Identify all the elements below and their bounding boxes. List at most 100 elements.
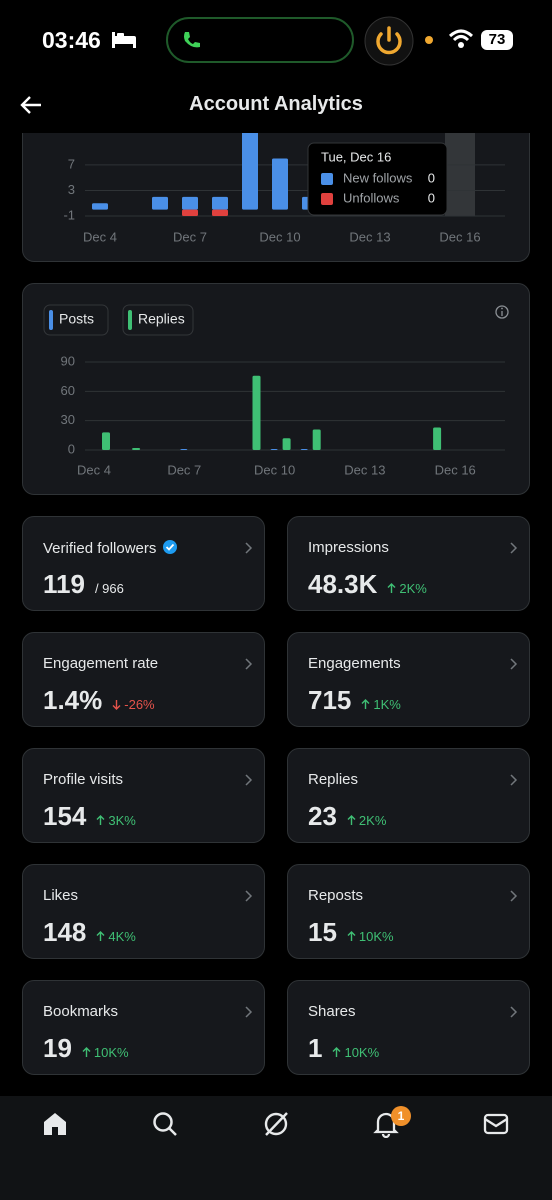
y-tick-label: 30 [61, 412, 75, 427]
search-tab[interactable] [151, 1110, 179, 1138]
follows-chart: -1 3 7 Dec 4 Dec 7 Dec 10 Dec 13 Dec 16 Tue, Dec… [63, 100, 505, 244]
metric-card[interactable]: Verified followers 119 / 966 [22, 516, 265, 611]
metric-value: 715 1K% [308, 685, 401, 716]
metric-change: -26% [112, 697, 155, 712]
metric-card[interactable]: Reposts 15 10K% [287, 864, 530, 959]
sleep-icon [112, 32, 136, 48]
chevron [245, 890, 253, 902]
x-tick-label: Dec 16 [435, 462, 476, 477]
arrow-up [82, 1047, 91, 1057]
y-tick-label: 60 [61, 383, 75, 398]
privacy-dot [425, 36, 433, 44]
tooltip-series: New follows [343, 170, 413, 185]
metric-card[interactable]: Engagements 715 1K% [287, 632, 530, 727]
bar [132, 448, 141, 450]
metric-value: 15 10K% [308, 917, 394, 948]
arrow-down [112, 700, 121, 710]
back-button[interactable] [19, 93, 43, 117]
power-icon [364, 16, 414, 66]
metric-label: Replies [308, 771, 359, 788]
metric-label: Reposts [308, 887, 364, 904]
metric-label: Profile visits [43, 771, 124, 788]
chevron [245, 1006, 253, 1018]
legend-chip [43, 304, 109, 336]
bar [312, 429, 321, 450]
legend-swatch [49, 310, 53, 330]
metric-change: 10K% [347, 929, 394, 944]
bar [182, 196, 198, 210]
metric-card[interactable]: Likes 148 4K% [22, 864, 265, 959]
chevron-path [245, 1006, 253, 1018]
bar [182, 209, 198, 216]
wifi-icon [448, 29, 474, 48]
grok-tab[interactable] [262, 1110, 290, 1138]
chevron-path [510, 542, 518, 554]
bar [300, 449, 308, 450]
chevron-path [510, 774, 518, 786]
metric-change-text: 2K% [399, 581, 427, 596]
metric-change-text: 2K% [358, 813, 387, 828]
messages-tab[interactable] [482, 1110, 510, 1138]
x-tick-label: Dec 10 [259, 229, 300, 244]
chevron-path [245, 890, 253, 902]
legend-swatch [128, 310, 132, 330]
chevron [510, 1006, 518, 1018]
y-tick-label: 0 [68, 441, 75, 456]
arrow-up [347, 815, 356, 825]
page-title: Account Analytics [189, 93, 363, 115]
arrow-up [96, 815, 105, 825]
metric-number: 23 [308, 801, 337, 831]
arrow-up [387, 583, 396, 593]
bar [270, 449, 278, 450]
metric-number: 148 [43, 917, 87, 947]
y-tick-label: 90 [61, 353, 75, 368]
metric-card[interactable]: Bookmarks 19 10K% [22, 980, 265, 1075]
metric-value: 1.4% -26% [43, 685, 155, 716]
metric-change-text: 10K% [93, 1045, 129, 1060]
bar [212, 209, 228, 216]
info-icon[interactable] [495, 305, 509, 319]
dynamic-island [166, 17, 354, 63]
metric-card[interactable]: Shares 1 10K% [287, 980, 530, 1075]
metric-change-text: -26% [124, 697, 155, 712]
notifications-tab[interactable] [372, 1110, 400, 1138]
metric-value: 19 10K% [43, 1033, 129, 1064]
arrow-path [96, 815, 105, 825]
metric-card[interactable]: Engagement rate 1.4% -26% [22, 632, 265, 727]
arrow-path [347, 931, 356, 941]
bar [252, 375, 261, 450]
x-tick-label: Dec 7 [173, 229, 207, 244]
chevron-path [245, 658, 253, 670]
metric-card[interactable]: Replies 23 2K% [287, 748, 530, 843]
bar [180, 449, 188, 450]
badge-circle [163, 540, 178, 554]
metric-label: Verified followers [43, 539, 178, 557]
tooltip-swatch [321, 193, 333, 205]
nav-bar: 1 [0, 1096, 552, 1200]
x-tick-label: Dec 4 [77, 462, 111, 477]
bar [433, 427, 442, 450]
metric-card[interactable]: Profile visits 154 3K% [22, 748, 265, 843]
x-tick-label: Dec 4 [83, 229, 117, 244]
chevron [245, 774, 253, 786]
tooltip-title: Tue, Dec 16 [321, 149, 391, 164]
x-tick-label: Dec 16 [439, 229, 480, 244]
metric-change: 10K% [332, 1045, 379, 1060]
metric-label: Bookmarks [43, 1003, 119, 1020]
metric-change: 4K% [96, 929, 136, 944]
chevron-path [245, 774, 253, 786]
metric-number: 15 [308, 917, 337, 947]
x-tick-label: Dec 13 [349, 229, 390, 244]
metric-card[interactable]: Impressions 48.3K 2K% [287, 516, 530, 611]
metric-total: / 966 [94, 581, 124, 596]
arrow-up [361, 699, 370, 709]
verified-badge [163, 540, 178, 554]
metric-label: Likes [43, 887, 79, 904]
arrow-up [332, 1047, 341, 1057]
chevron [510, 890, 518, 902]
metric-change-text: 3K% [108, 813, 136, 828]
home-tab[interactable] [41, 1110, 69, 1138]
chevron [245, 658, 253, 670]
arrow-path [96, 931, 105, 941]
